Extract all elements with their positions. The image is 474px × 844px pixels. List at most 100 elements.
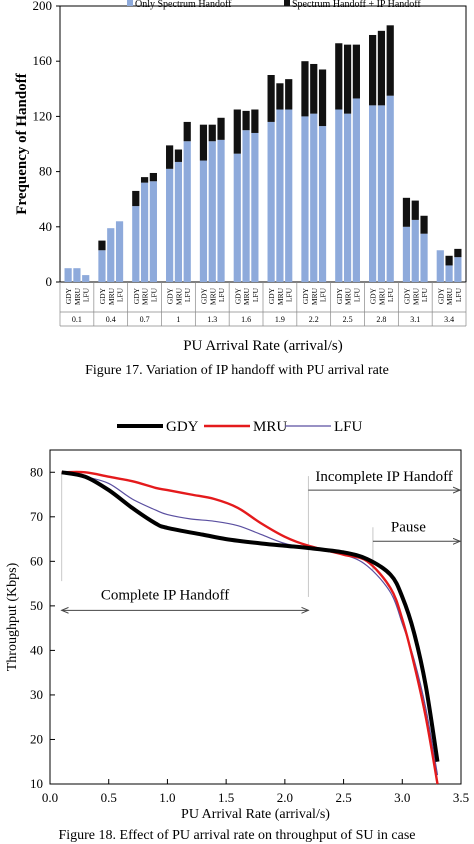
- bar-spectrum-ip: [445, 255, 453, 266]
- bar-spectrum-ip: [310, 63, 318, 114]
- subcategory-label: MRU: [377, 287, 386, 305]
- y-tick-label: 30: [30, 687, 43, 702]
- group-label: 0.7: [140, 315, 150, 324]
- bar-spectrum-ip: [318, 69, 327, 127]
- group-label: 1: [176, 315, 180, 324]
- bar-spectrum-ip: [301, 61, 309, 117]
- y-tick-label: 40: [30, 642, 43, 657]
- bar-spectrum-ip: [369, 34, 377, 106]
- bar-spectrum-ip: [454, 248, 462, 258]
- group-label: 0.4: [106, 315, 116, 324]
- group-label: 1.9: [275, 315, 285, 324]
- subcategory-label: MRU: [107, 287, 116, 305]
- bar-only-spectrum: [352, 98, 360, 283]
- subcategory-label: GDY: [267, 287, 276, 304]
- legend-label-lfu: LFU: [334, 419, 363, 435]
- bar-only-spectrum: [343, 113, 352, 282]
- legend-swatch-only-spectrum: [127, 0, 133, 6]
- bar-spectrum-ip: [132, 190, 140, 207]
- y-axis-label: Frequency of Handoff: [14, 72, 30, 214]
- bar-spectrum-ip: [267, 75, 275, 122]
- bar-only-spectrum: [82, 275, 90, 282]
- bar-spectrum-ip: [242, 110, 250, 131]
- bar-only-spectrum: [217, 139, 225, 282]
- subcategory-label: LFU: [454, 287, 463, 302]
- group-label: 1.3: [207, 315, 217, 324]
- y-tick-label: 10: [30, 776, 43, 791]
- subcategory-label: LFU: [82, 287, 91, 302]
- bar-spectrum-ip: [174, 149, 183, 162]
- bar-spectrum-ip: [183, 121, 191, 142]
- bar-spectrum-ip: [343, 44, 352, 114]
- bar-only-spectrum: [208, 141, 216, 282]
- group-label: 0.1: [72, 315, 82, 324]
- bar-only-spectrum: [402, 226, 411, 282]
- subcategory-label: GDY: [402, 287, 411, 304]
- bar-only-spectrum: [285, 109, 293, 282]
- bar-spectrum-ip: [149, 172, 157, 182]
- bar-only-spectrum: [183, 141, 191, 282]
- bar-spectrum-ip: [402, 197, 411, 227]
- series-line-gdy: [61, 470, 440, 762]
- bar-spectrum-ip: [352, 44, 360, 99]
- bar-spectrum-ip: [335, 43, 343, 110]
- subcategory-label: LFU: [116, 287, 125, 302]
- subcategory-label: MRU: [174, 287, 183, 305]
- bar-spectrum-ip: [420, 215, 428, 234]
- figure-18-chart: 10 20 30 40 50 60 70 80 0.0 0.5 1.0 1.5 2.0 2.5 3.0 3.5…: [5, 419, 469, 822]
- subcategory-label: LFU: [352, 287, 361, 302]
- subcategory-label: LFU: [183, 287, 192, 302]
- subcategory-label: MRU: [242, 287, 251, 305]
- figure-18-caption: Figure 18. Effect of PU arrival rate on …: [58, 828, 416, 843]
- bar-only-spectrum: [73, 268, 81, 282]
- y-tick-label: 80: [39, 164, 52, 179]
- bar-only-spectrum: [132, 206, 140, 282]
- y-tick-label: 40: [39, 219, 52, 234]
- subcategory-label: GDY: [335, 287, 344, 304]
- bar-only-spectrum: [267, 121, 275, 282]
- bar-only-spectrum: [310, 113, 318, 282]
- y-tick-label: 0: [46, 274, 53, 289]
- subcategory-label: GDY: [233, 287, 242, 304]
- bar-only-spectrum: [64, 268, 72, 282]
- subcategory-label: MRU: [141, 287, 150, 305]
- bar-only-spectrum: [233, 153, 241, 282]
- bar-only-spectrum: [166, 168, 174, 282]
- subcategory-label: LFU: [319, 287, 328, 302]
- subcategory-label: MRU: [445, 287, 454, 305]
- x-tick-label: 2.5: [335, 790, 351, 805]
- plot-frame: [49, 449, 462, 785]
- subcategory-label: GDY: [166, 287, 175, 304]
- bar-only-spectrum: [276, 109, 284, 282]
- series-line-lfu: [61, 471, 439, 776]
- bar-spectrum-ip: [285, 79, 293, 110]
- bar-only-spectrum: [445, 265, 453, 282]
- subcategory-label: MRU: [411, 287, 420, 305]
- legend-label-gdy: GDY: [166, 419, 199, 435]
- subcategory-label: MRU: [73, 287, 82, 305]
- group-label: 1.6: [241, 315, 251, 324]
- bar-spectrum-ip: [199, 124, 208, 161]
- subcategory-label: GDY: [64, 287, 73, 304]
- subcategory-label: MRU: [344, 287, 353, 305]
- bar-spectrum-ip: [208, 124, 216, 142]
- bar-spectrum-ip: [386, 25, 394, 96]
- bar-only-spectrum: [335, 109, 343, 282]
- y-tick-label: 20: [30, 731, 43, 746]
- subcategory-label: MRU: [276, 287, 285, 305]
- group-label: 2.5: [343, 315, 353, 324]
- subcategory-label: LFU: [149, 287, 158, 302]
- x-tick-label: 2.0: [277, 790, 293, 805]
- bar-spectrum-ip: [411, 200, 419, 220]
- y-tick-label: 200: [33, 0, 53, 13]
- y-tick-label: 60: [30, 553, 43, 568]
- bar-only-spectrum: [199, 160, 208, 282]
- subcategory-label: LFU: [285, 287, 294, 302]
- annotation-pause: Pause: [391, 519, 426, 535]
- y-tick-label: 160: [33, 53, 53, 68]
- bar-spectrum-ip: [166, 145, 174, 169]
- subcategory-label: MRU: [310, 287, 319, 305]
- bar-spectrum-ip: [233, 109, 241, 154]
- figure-17-caption: Figure 17. Variation of IP handoff with …: [85, 363, 389, 378]
